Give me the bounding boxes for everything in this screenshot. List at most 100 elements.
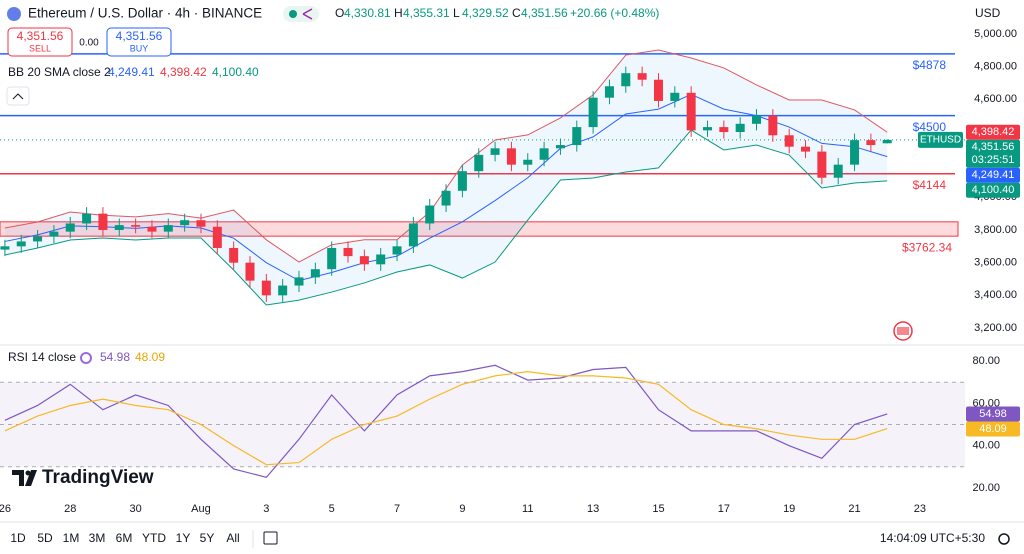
bb-upper: 4,398.42 — [160, 65, 207, 79]
range-button[interactable]: 1D — [10, 531, 26, 545]
band-fill — [4, 49, 888, 305]
buy-price: 4,351.56 — [116, 29, 163, 43]
logo-shape — [25, 470, 37, 486]
range-button[interactable]: All — [226, 531, 239, 545]
rsi-line — [4, 371, 888, 466]
y-tick-label: 60.00 — [972, 397, 1000, 409]
price-label-box — [966, 421, 1020, 437]
x-tick-label: 17 — [718, 503, 730, 515]
candle-body — [735, 123, 745, 132]
candle-body — [572, 127, 582, 146]
level-label: $4500 — [913, 120, 947, 134]
x-tick-label: 23 — [914, 503, 926, 515]
bb-middle: 4,249.41 — [108, 65, 155, 79]
candle-body — [49, 231, 59, 237]
candle-body — [588, 97, 598, 128]
price-change: +20.66 (+0.48%) — [570, 6, 659, 20]
status-icon — [302, 8, 313, 20]
price-label: 4,249.41 — [972, 169, 1015, 181]
rsi-name: RSI 14 close — [8, 350, 76, 364]
candle-body — [147, 226, 157, 232]
buy-label: BUY — [130, 43, 149, 53]
range-button[interactable]: 5D — [37, 531, 53, 545]
x-tick-label: Aug — [191, 503, 211, 515]
y-tick-label: 3,200.00 — [974, 322, 1017, 334]
symbol-label: ETHUSD — [920, 135, 961, 146]
ohlc-values: O 4,330.81 H 4,355.31 L 4,329.52 C 4,351.56 — [335, 6, 568, 20]
range-button[interactable]: 3M — [89, 531, 106, 545]
level-label: $4144 — [913, 178, 947, 192]
ohlc-value: 4,351.56 — [521, 6, 568, 20]
candle-body — [686, 92, 696, 131]
symbol-box — [918, 131, 963, 148]
price-label: 48.09 — [979, 423, 1007, 435]
eth-icon — [7, 7, 21, 21]
buy-button[interactable] — [106, 27, 172, 57]
candle-body — [261, 280, 271, 296]
candle-body — [719, 127, 729, 132]
range-button[interactable]: YTD — [142, 531, 166, 545]
settings-icon[interactable] — [998, 533, 1010, 545]
band-lower — [4, 129, 888, 306]
y-tick-label: 4,800.00 — [974, 61, 1017, 73]
x-tick-label: 26 — [0, 503, 11, 515]
candle-body — [621, 73, 631, 87]
candle-body — [866, 140, 876, 146]
calendar-icon[interactable] — [263, 531, 278, 545]
candle-body — [506, 148, 516, 165]
collapse-icon — [12, 93, 24, 100]
range-buttons: 1D 5D 1M 3M 6M YTD 1Y 5Y All — [10, 531, 239, 545]
x-tick-label: 13 — [587, 503, 599, 515]
x-tick-label: 19 — [783, 503, 795, 515]
candle-body — [245, 262, 255, 281]
ohlc-value: 4,329.52 — [462, 6, 509, 20]
range-button[interactable]: 6M — [116, 531, 133, 545]
candle-body — [555, 145, 565, 149]
candle-body — [670, 92, 680, 101]
candle-body — [523, 159, 533, 165]
x-tick-label: 7 — [394, 503, 400, 515]
range-button[interactable]: 5Y — [200, 531, 215, 545]
candle-body — [229, 247, 239, 263]
zone — [0, 221, 959, 237]
candle-body — [653, 79, 663, 101]
collapse-button[interactable] — [6, 86, 30, 106]
y-tick-label: 20.00 — [972, 482, 1000, 494]
ohlc-value: 4,355.31 — [403, 6, 450, 20]
x-tick-label: 28 — [64, 503, 76, 515]
sell-label: SELL — [29, 43, 51, 53]
candle-body — [16, 241, 26, 247]
candle-body — [114, 225, 124, 230]
candle-body — [294, 277, 304, 286]
sell-button[interactable] — [7, 27, 73, 57]
y-tick-label: 3,400.00 — [974, 289, 1017, 301]
y-tick-label: 80.00 — [972, 355, 1000, 367]
x-tick-label: 15 — [652, 503, 664, 515]
candle-body — [131, 225, 141, 227]
plot-layer: $3762.34 $4878 $4500 $4144 — [0, 49, 965, 479]
range-button[interactable]: 1Y — [176, 531, 191, 545]
logo-mark — [12, 470, 37, 486]
candle-body — [539, 148, 549, 160]
bb-lower: 4,100.40 — [212, 65, 259, 79]
candle-body — [457, 171, 467, 191]
price-label-box — [966, 124, 1020, 140]
candle-body — [82, 213, 92, 224]
price-label: 54.98 — [979, 408, 1007, 420]
range-button[interactable]: 1M — [63, 531, 80, 545]
candle-body — [637, 73, 647, 80]
level-label: $4878 — [913, 58, 947, 72]
candle-body — [474, 154, 484, 172]
candle-body — [359, 256, 369, 265]
candle-body — [278, 285, 288, 296]
status-dot — [289, 10, 297, 18]
ohlc-key: C — [512, 6, 521, 20]
status-pill[interactable] — [283, 6, 319, 22]
x-tick-label: 3 — [263, 503, 269, 515]
candle-body — [408, 223, 418, 247]
price-label-box — [966, 167, 1020, 183]
ohlc-key: H — [394, 6, 403, 20]
price-label-box — [966, 182, 1020, 198]
